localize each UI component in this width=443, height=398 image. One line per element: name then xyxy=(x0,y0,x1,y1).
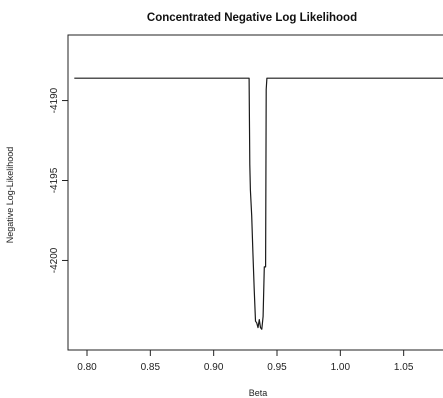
x-axis-label: Beta xyxy=(249,388,268,398)
x-tick-label: 0.90 xyxy=(204,362,224,373)
chart-title: Concentrated Negative Log Likelihood xyxy=(147,12,357,24)
y-axis-label: Negative Log-Likelihood xyxy=(5,147,15,244)
x-axis: 0.80 0.85 0.90 0.95 1.00 1.05 xyxy=(77,350,414,373)
x-tick-label: 1.00 xyxy=(331,362,351,373)
x-tick-label: 0.80 xyxy=(77,362,97,373)
series-line xyxy=(74,77,443,330)
x-tick-label: 0.95 xyxy=(267,362,287,373)
x-tick-label: 0.85 xyxy=(141,362,161,373)
x-tick-label: 1.05 xyxy=(394,362,414,373)
y-axis: -4190 -4195 -4200 xyxy=(49,87,68,273)
y-tick-label: -4200 xyxy=(49,247,60,273)
y-tick-label: -4195 xyxy=(49,167,60,193)
y-tick-label: -4190 xyxy=(49,87,60,113)
plot-frame xyxy=(67,34,443,351)
